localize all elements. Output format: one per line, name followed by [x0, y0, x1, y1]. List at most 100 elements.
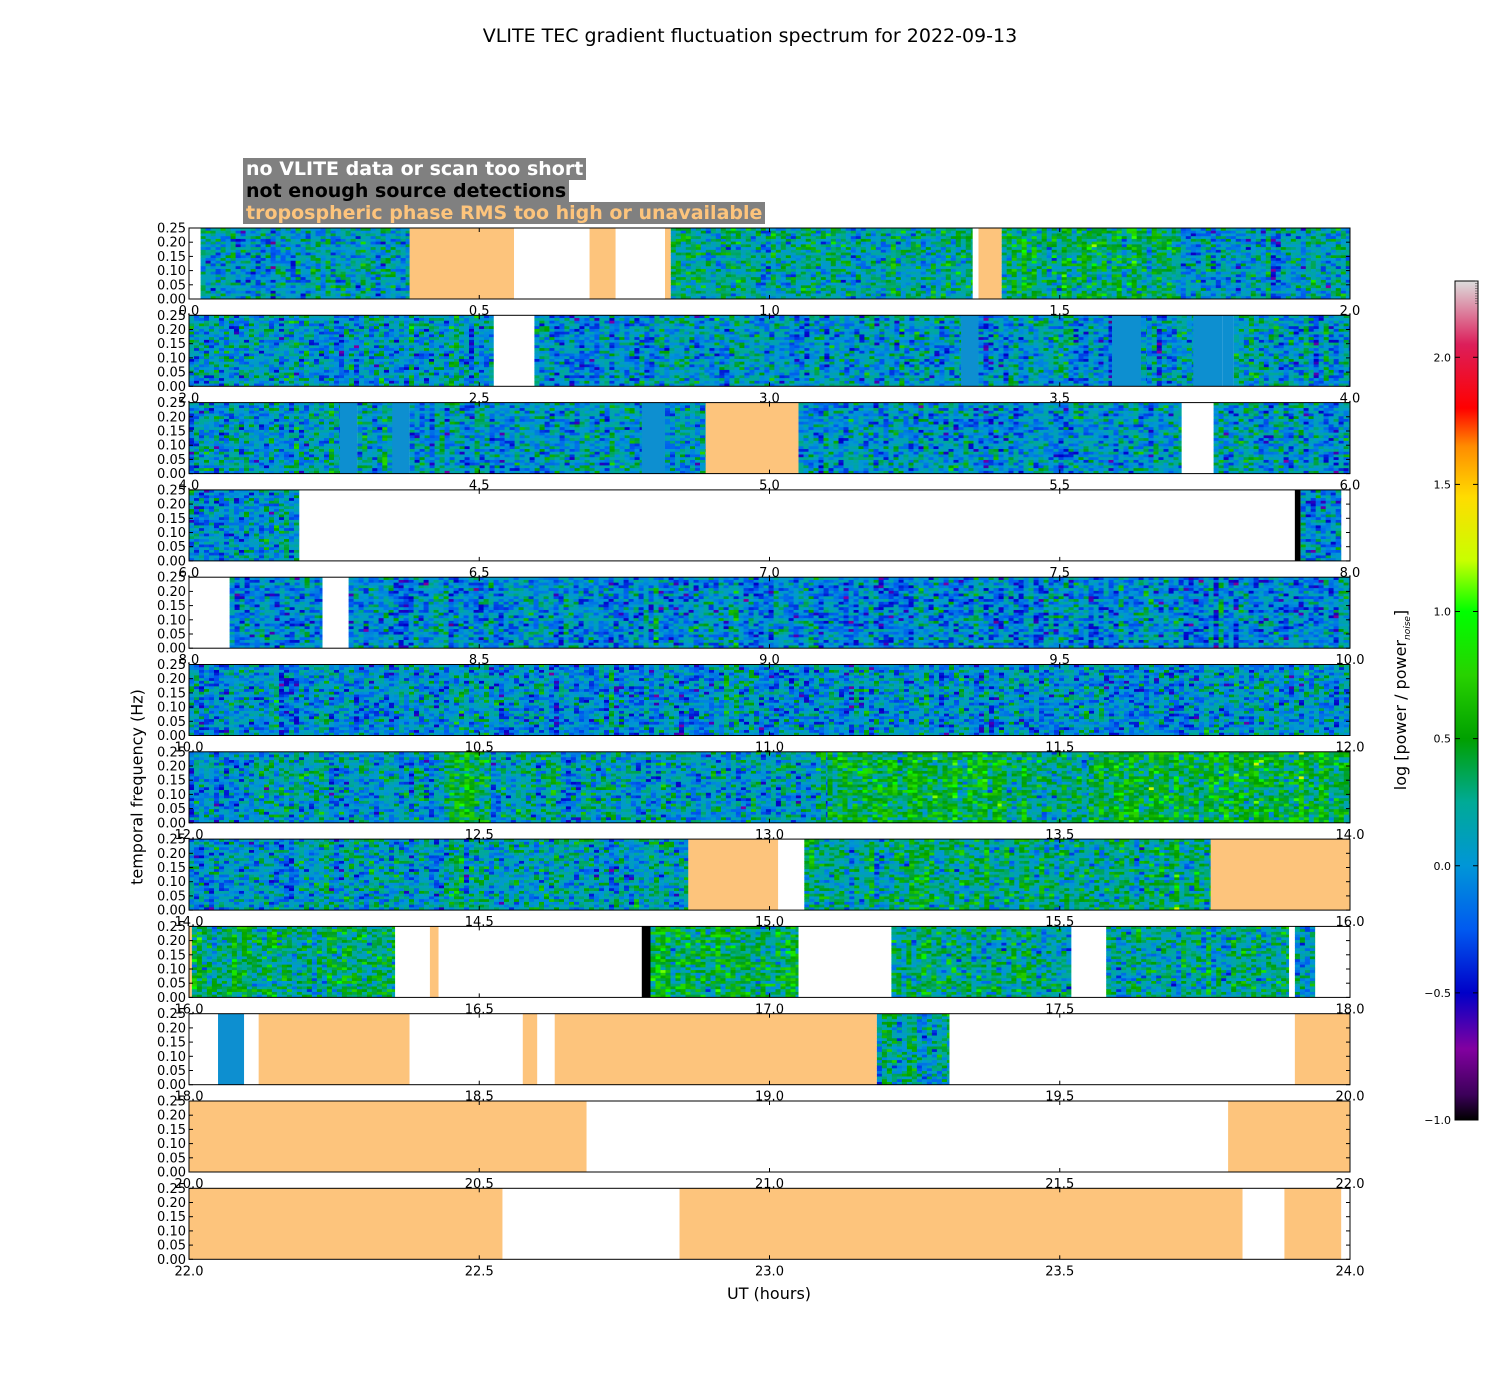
x-tick-label: 22.5 [465, 1264, 494, 1279]
y-tick-label: 0.15 [157, 774, 186, 789]
segment-trop [409, 228, 515, 299]
legend-nodetect: not enough source detections [243, 180, 570, 202]
y-tick-label: 0.15 [157, 1210, 186, 1225]
segment-data [534, 315, 962, 387]
y-tick-label: 0.05 [157, 278, 186, 293]
segment-data [1141, 315, 1148, 387]
segment-data [1175, 228, 1350, 299]
y-tick-label: 0.15 [157, 861, 186, 876]
panel-0-image [189, 228, 1350, 299]
y-tick-label: 0.10 [157, 875, 186, 890]
segment-nodata [322, 577, 349, 649]
segment-trop [429, 926, 439, 998]
y-tick-label: 0.00 [157, 1166, 186, 1181]
panel-0: 0.000.050.100.150.200.250.0 0.5 1.0 1.5 2.0 [157, 222, 1360, 320]
y-tick-label: 0.00 [157, 1078, 186, 1093]
y-tick-label: 0.20 [157, 1021, 186, 1036]
segment-trop [1210, 839, 1350, 911]
segment-nodata [972, 228, 979, 299]
y-tick-label: 0.00 [157, 904, 186, 919]
y-tick-label: 0.05 [157, 628, 186, 643]
segment-nodata [1071, 926, 1107, 998]
x-tick-label: 22.0 [175, 1264, 204, 1279]
panel-1: 0.000.050.100.150.200.252.0 2.5 3.0 3.5 4.0 [157, 309, 1360, 407]
y-tick-label: 0.05 [157, 889, 186, 904]
segment-data [798, 402, 1183, 474]
y-tick-label: 0.25 [157, 1007, 186, 1022]
colorbar-tick-label: −1.0 [1424, 1114, 1451, 1127]
segment-nodata [615, 228, 666, 299]
segment-nodata [493, 315, 535, 387]
segment-nodetect [1294, 489, 1301, 561]
segment-trop [688, 839, 779, 911]
y-tick-label: 0.20 [157, 585, 186, 600]
segment-nodata [798, 926, 892, 998]
segment-data [650, 926, 799, 998]
segment-flat [218, 1013, 245, 1085]
y-axis-label: temporal frequency (Hz) [128, 689, 147, 885]
segment-nodata [586, 1101, 1229, 1172]
segment-trop [665, 228, 671, 299]
y-tick-label: 0.25 [157, 658, 186, 673]
colorbar-label: log [power / powernoise] [1391, 610, 1413, 790]
colorbar-tick-label: 1.5 [1434, 478, 1452, 491]
segment-data [1146, 315, 1194, 387]
panel-10-image [189, 1101, 1350, 1172]
segment-trop [589, 228, 616, 299]
segment-nodata [299, 489, 1295, 561]
y-tick-label: 0.10 [157, 788, 186, 803]
legend: no VLITE data or scan too short not enou… [243, 158, 766, 224]
segment-trop [705, 402, 799, 474]
y-tick-label: 0.20 [157, 760, 186, 775]
panel-6-image [189, 751, 1350, 823]
y-tick-label: 0.25 [157, 833, 186, 848]
panel-4: 0.000.050.100.150.200.258.0 8.5 9.0 9.5 10.0 [157, 571, 1364, 669]
y-tick-label: 0.10 [157, 526, 186, 541]
segment-data [670, 228, 974, 299]
colorbar-label-sub: noise [1403, 616, 1413, 640]
segment-data [876, 1013, 950, 1085]
y-tick-label: 0.05 [157, 453, 186, 468]
x-axis-label: UT (hours) [727, 1284, 811, 1303]
segment-trop [1294, 1013, 1350, 1085]
segment-data [891, 926, 1072, 998]
legend-trop: tropospheric phase RMS too high or unava… [243, 202, 766, 224]
segment-data [1001, 228, 1177, 299]
segment-nodata [189, 577, 230, 649]
segment-nodata [189, 228, 201, 299]
segment-data [189, 489, 300, 561]
y-tick-label: 0.25 [157, 309, 186, 324]
panel-4-image [189, 577, 1350, 649]
segment-nodata [1289, 926, 1295, 998]
y-tick-label: 0.15 [157, 512, 186, 527]
segment-flat [641, 402, 666, 474]
y-tick-label: 0.15 [157, 250, 186, 265]
segment-flat [339, 402, 358, 474]
y-tick-label: 0.25 [157, 571, 186, 586]
segment-nodata [438, 926, 642, 998]
segment-data [189, 664, 1350, 736]
segment-nodetect [641, 926, 651, 998]
panel-3: 0.000.050.100.150.200.256.0 6.5 7.0 7.5 8.0 [157, 483, 1360, 581]
segment-nodata [189, 1013, 219, 1085]
segment-nodata [949, 1013, 1295, 1085]
segment-data [444, 751, 492, 823]
colorbar-strip [1454, 280, 1479, 1121]
panel-5-image [189, 664, 1350, 736]
segment-data [665, 402, 707, 474]
segment-nodata [1242, 1188, 1285, 1260]
x-tick-label: 24.0 [1336, 1264, 1365, 1279]
y-tick-label: 0.25 [157, 1095, 186, 1110]
segment-flat [392, 402, 410, 474]
segment-data [1106, 926, 1290, 998]
segment-nodata [395, 926, 430, 998]
segment-nodata [502, 1188, 680, 1260]
y-tick-label: 0.25 [157, 920, 186, 935]
y-tick-label: 0.20 [157, 498, 186, 513]
y-tick-label: 0.20 [157, 934, 186, 949]
segment-nodata [514, 228, 590, 299]
colorbar-tick-label: 1.0 [1434, 606, 1452, 619]
segment-trop [522, 1013, 538, 1085]
